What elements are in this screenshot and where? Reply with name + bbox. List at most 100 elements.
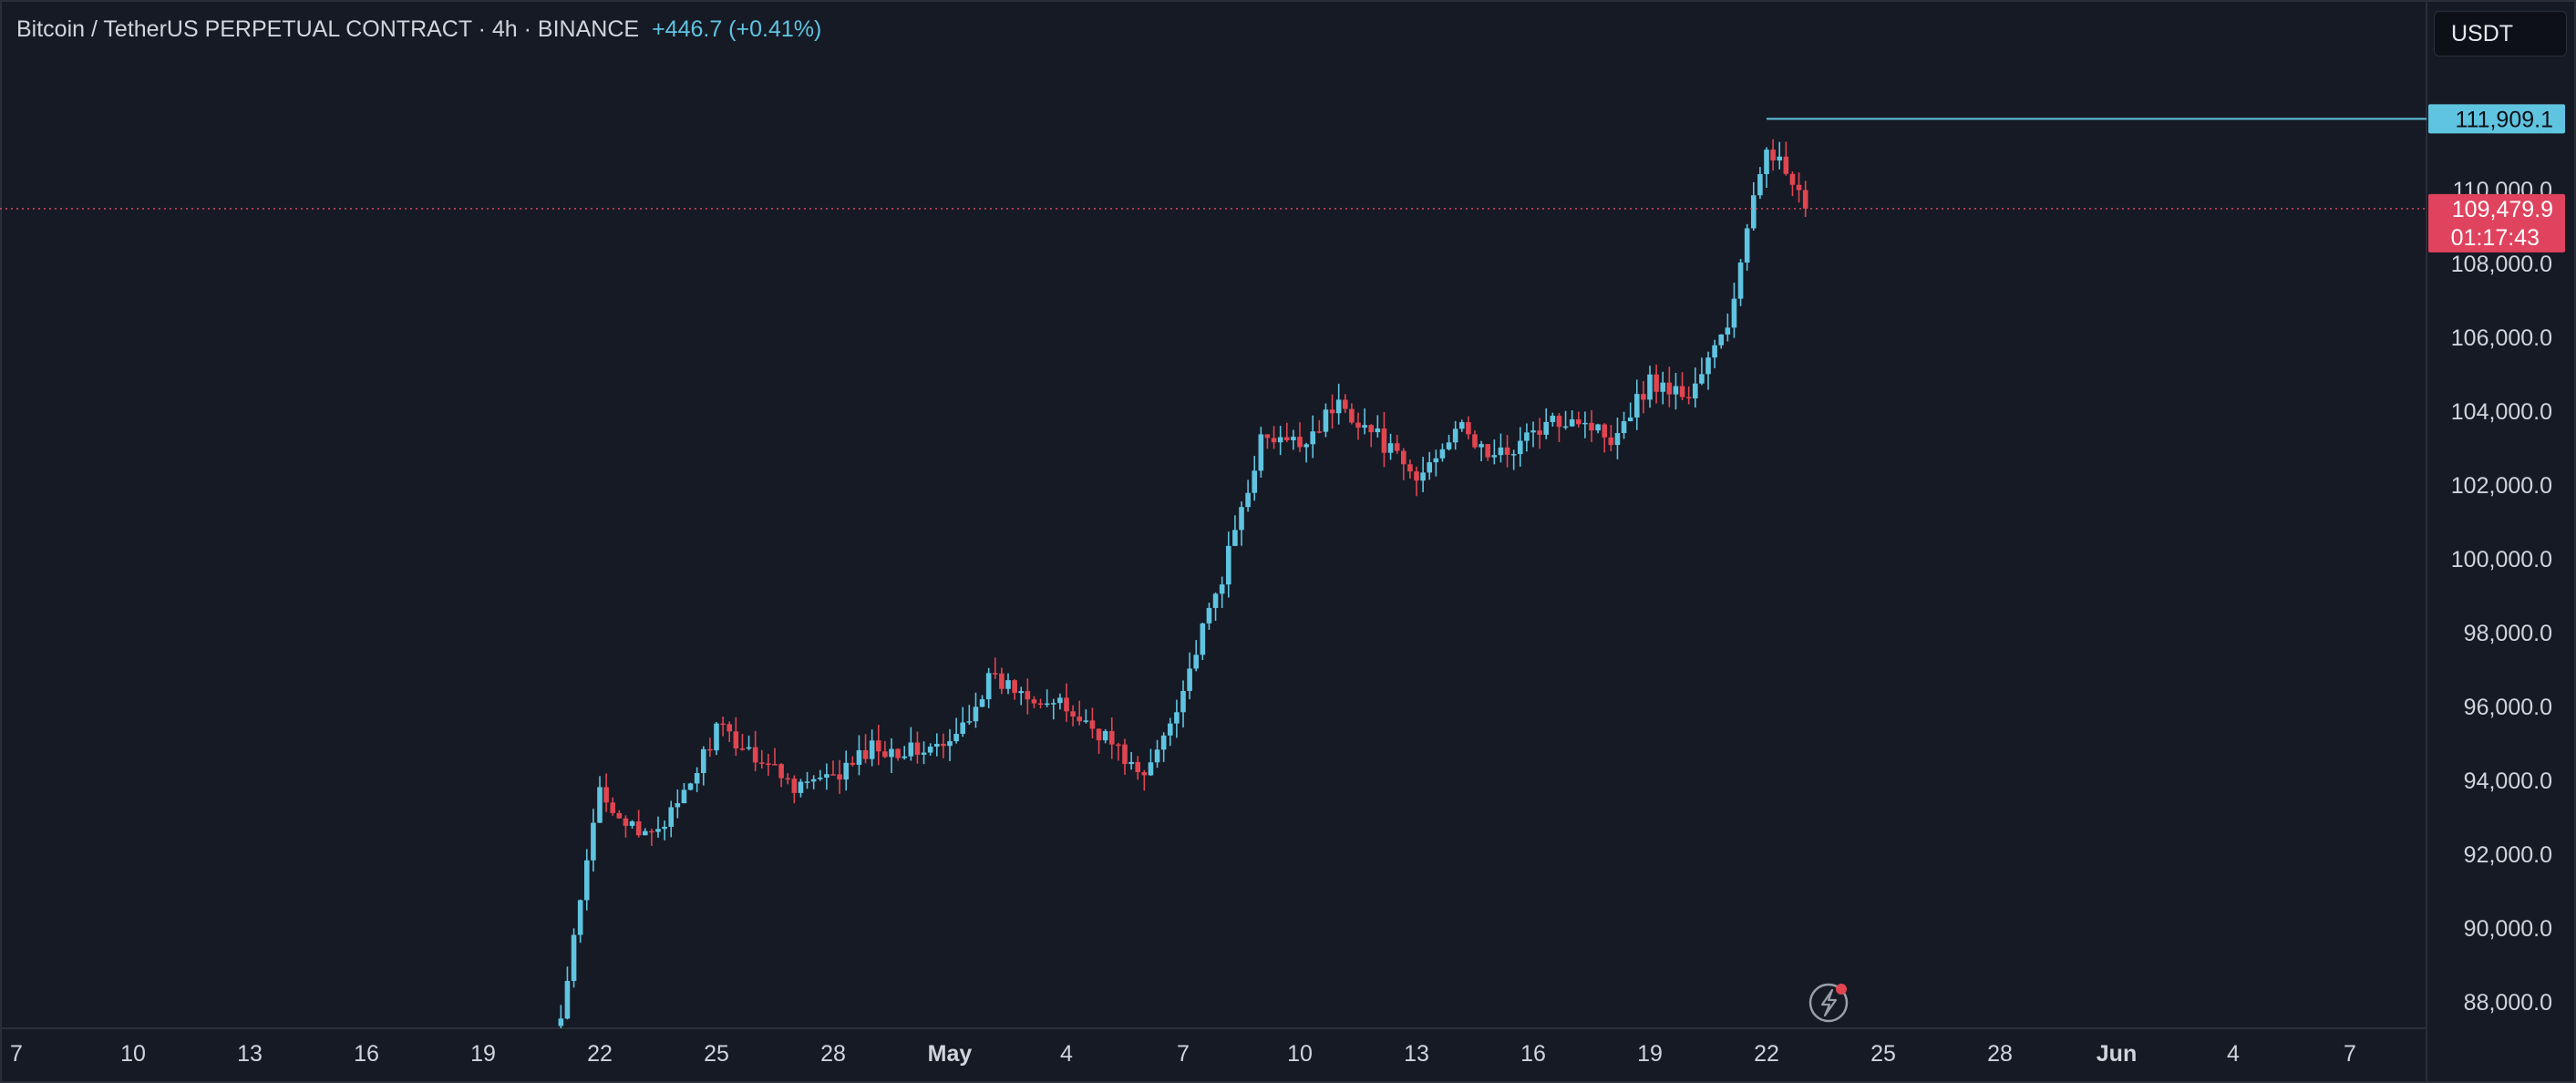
candle: [1064, 697, 1069, 712]
price-labels-layer: 111,909.1 109,479.9 01:17:43: [2428, 104, 2565, 253]
currency-button[interactable]: USDT: [2434, 11, 2567, 57]
candle: [1433, 458, 1439, 463]
candle: [933, 743, 940, 748]
candle: [1400, 450, 1406, 465]
candle: [1122, 744, 1128, 765]
y-tick-label: 106,000.0: [2451, 325, 2552, 351]
candle: [1096, 728, 1102, 741]
x-tick-label: 25: [704, 1041, 729, 1067]
candle: [1466, 422, 1471, 435]
candle: [824, 774, 829, 779]
candle: [1530, 430, 1536, 433]
candle: [1712, 345, 1717, 358]
candle: [1673, 386, 1679, 395]
candle: [1206, 607, 1212, 624]
candle: [766, 763, 771, 765]
candle: [889, 748, 894, 758]
candle: [1148, 762, 1154, 776]
candle: [1089, 720, 1096, 729]
candle: [687, 783, 694, 790]
candle: [856, 749, 862, 765]
candle: [746, 747, 752, 749]
candle: [1070, 711, 1076, 717]
candle: [960, 722, 966, 734]
candle: [973, 707, 979, 722]
x-tick-label: 16: [1520, 1041, 1546, 1067]
candle: [739, 748, 746, 750]
lightning-icon[interactable]: [1808, 983, 1849, 1023]
candle: [1627, 417, 1633, 422]
candle: [694, 773, 700, 784]
candle: [1647, 374, 1653, 400]
time-axis[interactable]: 7 10 13 16 19 22 25 28 May 4 7 10 13 16 19 22 25 28 Jun 4 7: [10, 1041, 2356, 1067]
candle: [1614, 433, 1621, 446]
candle: [1362, 425, 1367, 428]
candle: [1458, 422, 1465, 429]
candle: [1427, 462, 1433, 473]
candle: [1381, 428, 1387, 453]
candle: [1420, 472, 1426, 481]
candle: [1077, 716, 1083, 722]
candle: [1031, 699, 1037, 704]
candle: [758, 762, 765, 764]
candle: [603, 787, 609, 803]
candle: [1737, 262, 1744, 299]
candle: [1641, 394, 1646, 400]
candle: [785, 778, 791, 780]
price-change: +446.7 (+0.41%): [652, 16, 822, 42]
candle: [1005, 680, 1011, 689]
candle: [642, 830, 648, 836]
y-tick-label: 104,000.0: [2451, 399, 2552, 425]
candle: [843, 762, 850, 780]
candle: [1303, 444, 1309, 448]
x-tick-label: 19: [470, 1041, 496, 1067]
candle: [1789, 173, 1796, 185]
candle: [1731, 298, 1737, 328]
candle: [1283, 437, 1290, 440]
candle: [668, 807, 675, 827]
candle: [1154, 749, 1160, 763]
candle: [1685, 397, 1692, 399]
last-price-label: 109,479.9: [2452, 197, 2553, 222]
candle: [1589, 422, 1594, 431]
candle: [1479, 444, 1484, 448]
candle: [999, 673, 1005, 689]
y-tick-label: 88,000.0: [2464, 990, 2552, 1016]
candle: [804, 781, 810, 783]
candle: [1621, 421, 1627, 434]
candle: [1569, 419, 1575, 427]
candle: [1556, 416, 1562, 428]
candle: [1550, 416, 1556, 422]
price-axis[interactable]: 88,000.0 90,000.0 92,000.0 94,000.0 96,000.0…: [2451, 178, 2552, 1016]
candle: [1264, 434, 1271, 438]
candle: [1239, 507, 1244, 531]
candles-layer: [558, 139, 1808, 1028]
candle: [1050, 703, 1056, 705]
overlays-layer: [0, 118, 2427, 210]
candle: [577, 900, 583, 935]
candle: [1517, 440, 1523, 455]
candle: [1802, 190, 1808, 209]
candle: [1245, 492, 1251, 508]
candle: [1699, 374, 1705, 384]
candle: [1232, 530, 1238, 546]
candle: [875, 740, 881, 752]
candle: [1485, 444, 1491, 458]
candle: [583, 860, 590, 901]
x-tick-label: 10: [1287, 1041, 1313, 1067]
candle: [1439, 449, 1446, 459]
candle: [1219, 584, 1225, 594]
candle: [1510, 454, 1517, 456]
candle: [1174, 712, 1180, 724]
candle: [979, 699, 985, 707]
notification-dot: [1836, 984, 1847, 995]
candle: [1180, 690, 1186, 713]
candle: [571, 934, 577, 982]
candle: [1355, 422, 1361, 428]
high-price-label-bg: [2428, 104, 2565, 134]
candle: [1491, 455, 1498, 458]
candle: [1796, 184, 1802, 191]
candle: [1212, 593, 1219, 608]
x-tick-label: 4: [2227, 1041, 2240, 1067]
